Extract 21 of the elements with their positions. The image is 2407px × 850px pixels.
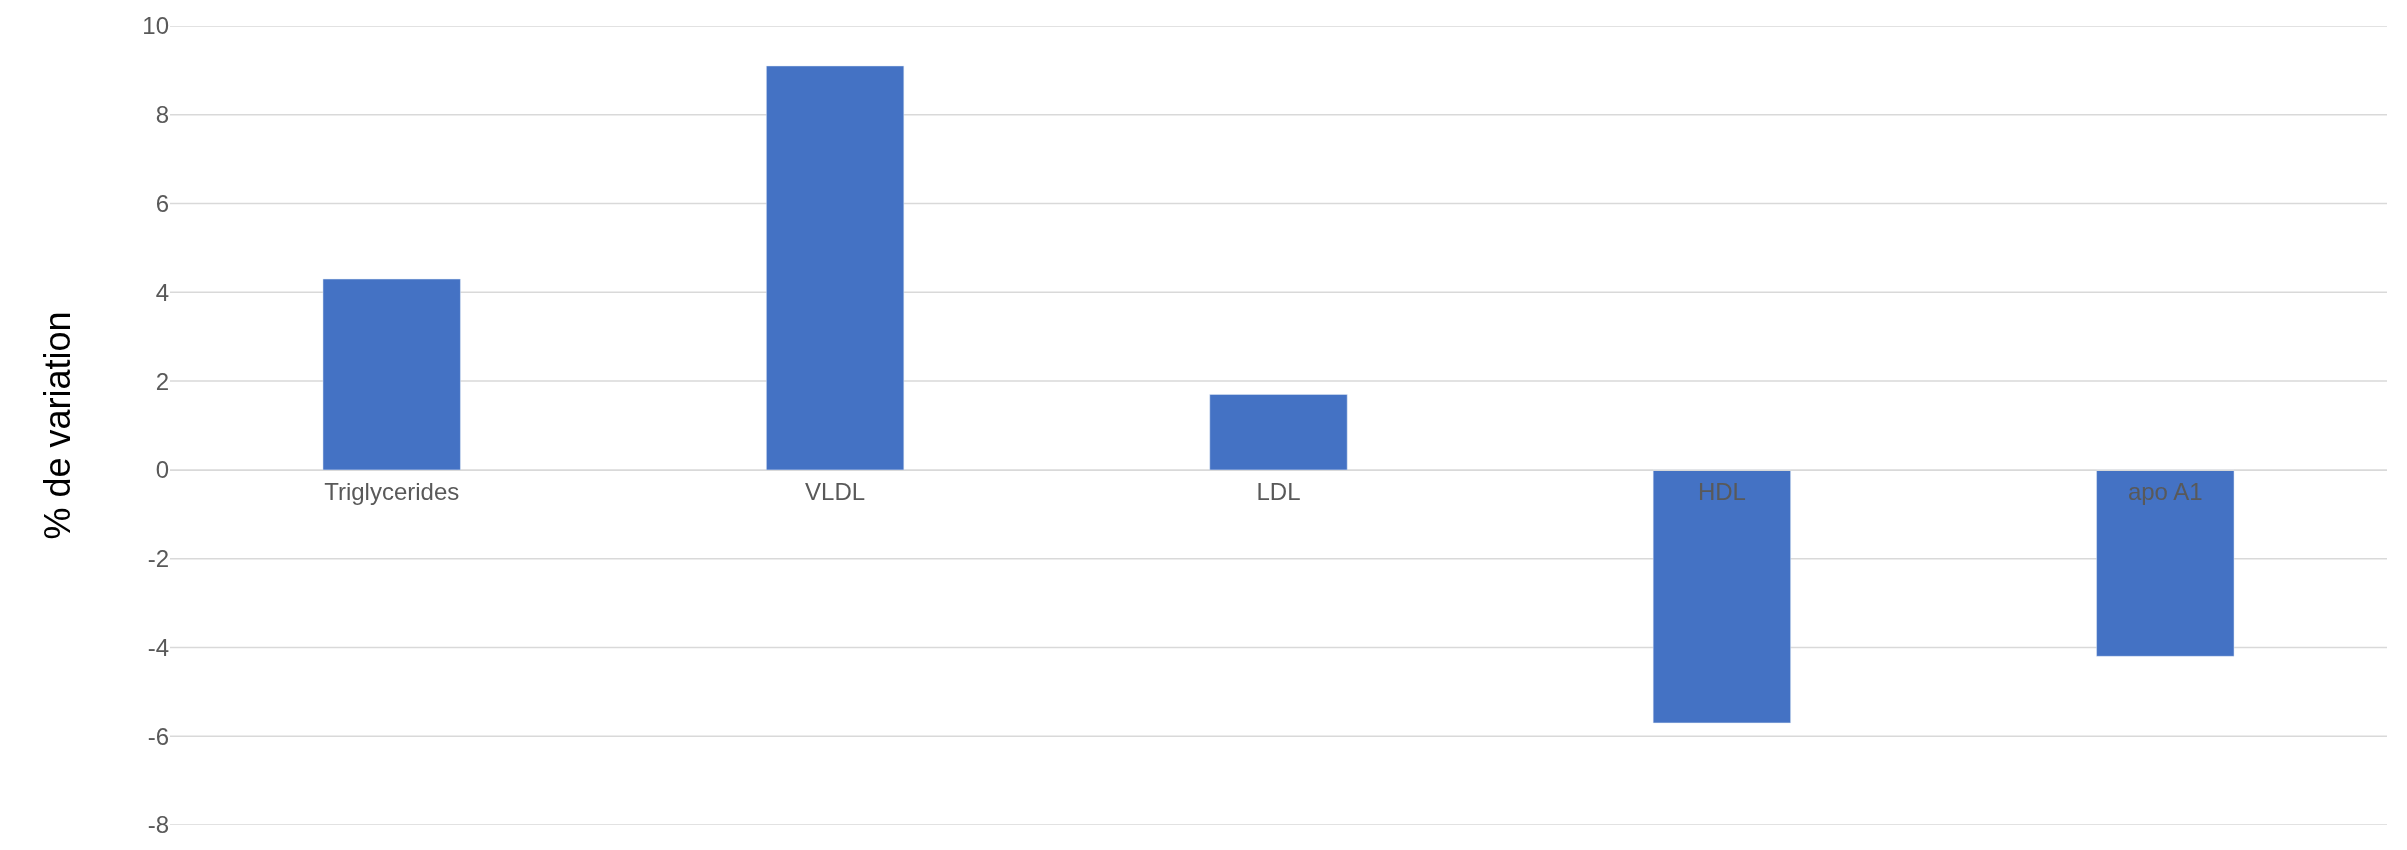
y-axis-title: % de variation [37,311,79,540]
bar [2096,469,2235,657]
y-tick-label: 0 [155,456,169,484]
y-tick-label: 10 [142,12,169,40]
x-tick-label: Triglycerides [324,477,460,505]
x-tick-label: VLDL [805,477,866,505]
y-tick-label: -8 [147,811,169,839]
y-tick-label: 2 [155,367,169,395]
x-tick-label: apo A1 [2127,477,2203,505]
y-tick-label: 8 [155,101,169,129]
y-tick-label: 6 [155,189,169,217]
bar [1209,394,1348,471]
bar [322,278,461,471]
x-tick-label: HDL [1697,477,1746,505]
y-tick-label: -4 [147,633,169,661]
y-tick-label: -6 [147,722,169,750]
bar [1652,469,1791,724]
x-tick-label: LDL [1256,477,1301,505]
y-tick-label: 4 [155,278,169,306]
y-tick-label: -2 [147,545,169,573]
bar [766,65,905,471]
